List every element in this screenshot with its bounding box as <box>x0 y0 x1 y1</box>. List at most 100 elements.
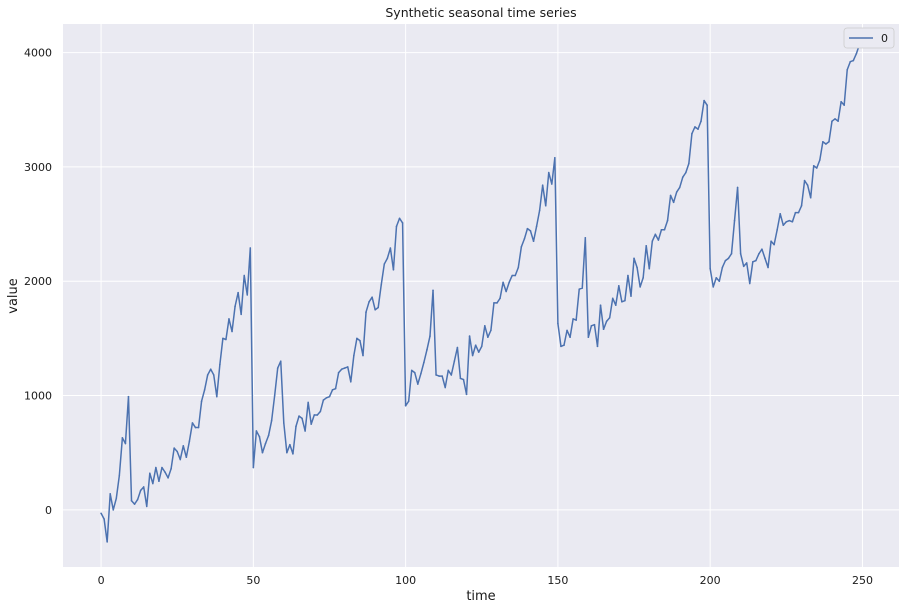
data-point <box>834 118 836 120</box>
data-point <box>831 120 833 122</box>
data-point <box>435 374 437 376</box>
data-point <box>794 211 797 214</box>
data-point <box>170 467 172 470</box>
data-point <box>822 140 824 143</box>
x-tick-label: 50 <box>246 574 260 587</box>
data-point <box>225 338 227 341</box>
data-point <box>648 267 651 270</box>
data-point <box>130 499 133 502</box>
data-point <box>362 354 364 357</box>
data-point <box>161 466 163 469</box>
data-point <box>791 220 794 223</box>
data-point <box>825 143 827 145</box>
data-point <box>544 204 547 207</box>
data-point <box>496 302 498 304</box>
data-point <box>767 266 769 269</box>
data-point <box>441 375 443 377</box>
data-point <box>173 447 175 449</box>
data-point <box>560 345 562 348</box>
data-point <box>319 410 322 413</box>
data-point <box>462 378 465 381</box>
data-point <box>505 290 507 293</box>
data-point <box>758 252 760 255</box>
data-point <box>429 335 431 337</box>
data-point <box>703 99 705 102</box>
data-point <box>797 211 800 214</box>
data-point <box>776 228 778 231</box>
data-point <box>423 361 425 364</box>
data-point <box>651 240 654 242</box>
data-point <box>133 503 136 505</box>
data-point <box>194 426 197 429</box>
data-point <box>234 305 236 308</box>
data-point <box>633 257 635 260</box>
data-point <box>663 228 666 231</box>
data-point <box>471 354 474 357</box>
data-point <box>109 493 112 495</box>
data-point <box>325 397 328 399</box>
chart-title: Synthetic seasonal time series <box>385 5 576 20</box>
data-point <box>252 466 255 469</box>
data-point <box>785 220 788 223</box>
data-point <box>203 389 206 391</box>
data-point <box>672 201 675 204</box>
data-point <box>407 400 410 403</box>
data-point <box>249 247 252 249</box>
data-point <box>283 422 285 424</box>
data-point <box>216 395 218 398</box>
data-point <box>121 437 124 439</box>
data-point <box>286 451 288 454</box>
data-point <box>526 227 529 230</box>
data-point <box>621 300 623 303</box>
data-point <box>258 435 261 438</box>
data-point <box>557 322 559 325</box>
data-point <box>468 335 471 337</box>
data-point <box>675 191 678 193</box>
legend-label: 0 <box>881 32 888 45</box>
data-point <box>200 400 203 403</box>
data-point <box>307 401 309 404</box>
data-point <box>270 419 273 422</box>
data-point <box>115 497 118 500</box>
data-point <box>380 283 383 286</box>
x-tick-label: 0 <box>98 574 105 587</box>
y-tick-label: 1000 <box>24 390 52 403</box>
data-point <box>331 389 334 391</box>
data-point <box>432 289 434 292</box>
data-point <box>681 176 684 178</box>
y-tick-label: 4000 <box>24 47 52 60</box>
data-point <box>538 209 541 212</box>
data-point <box>706 104 708 106</box>
data-point <box>614 304 617 307</box>
data-point <box>301 417 303 420</box>
data-point <box>566 329 568 332</box>
data-point <box>779 212 782 215</box>
data-point <box>490 329 492 332</box>
data-point <box>386 257 389 260</box>
data-point <box>167 477 169 479</box>
data-point <box>359 339 361 342</box>
data-point <box>608 316 611 319</box>
data-point <box>837 120 839 122</box>
data-point <box>124 442 127 445</box>
data-point <box>764 257 766 260</box>
data-point <box>611 297 614 300</box>
data-point <box>590 324 593 327</box>
data-point <box>575 319 577 321</box>
data-point <box>752 260 754 263</box>
data-point <box>535 225 538 228</box>
data-point <box>618 284 620 287</box>
data-point <box>127 395 130 398</box>
data-point <box>188 440 191 443</box>
data-point <box>727 257 730 260</box>
data-point <box>733 219 736 222</box>
data-point <box>465 393 468 396</box>
data-point <box>630 295 632 297</box>
data-point <box>642 276 644 279</box>
data-point <box>237 291 239 294</box>
data-point <box>636 266 638 269</box>
data-point <box>365 311 367 313</box>
data-point <box>182 445 185 447</box>
data-point <box>152 482 154 485</box>
